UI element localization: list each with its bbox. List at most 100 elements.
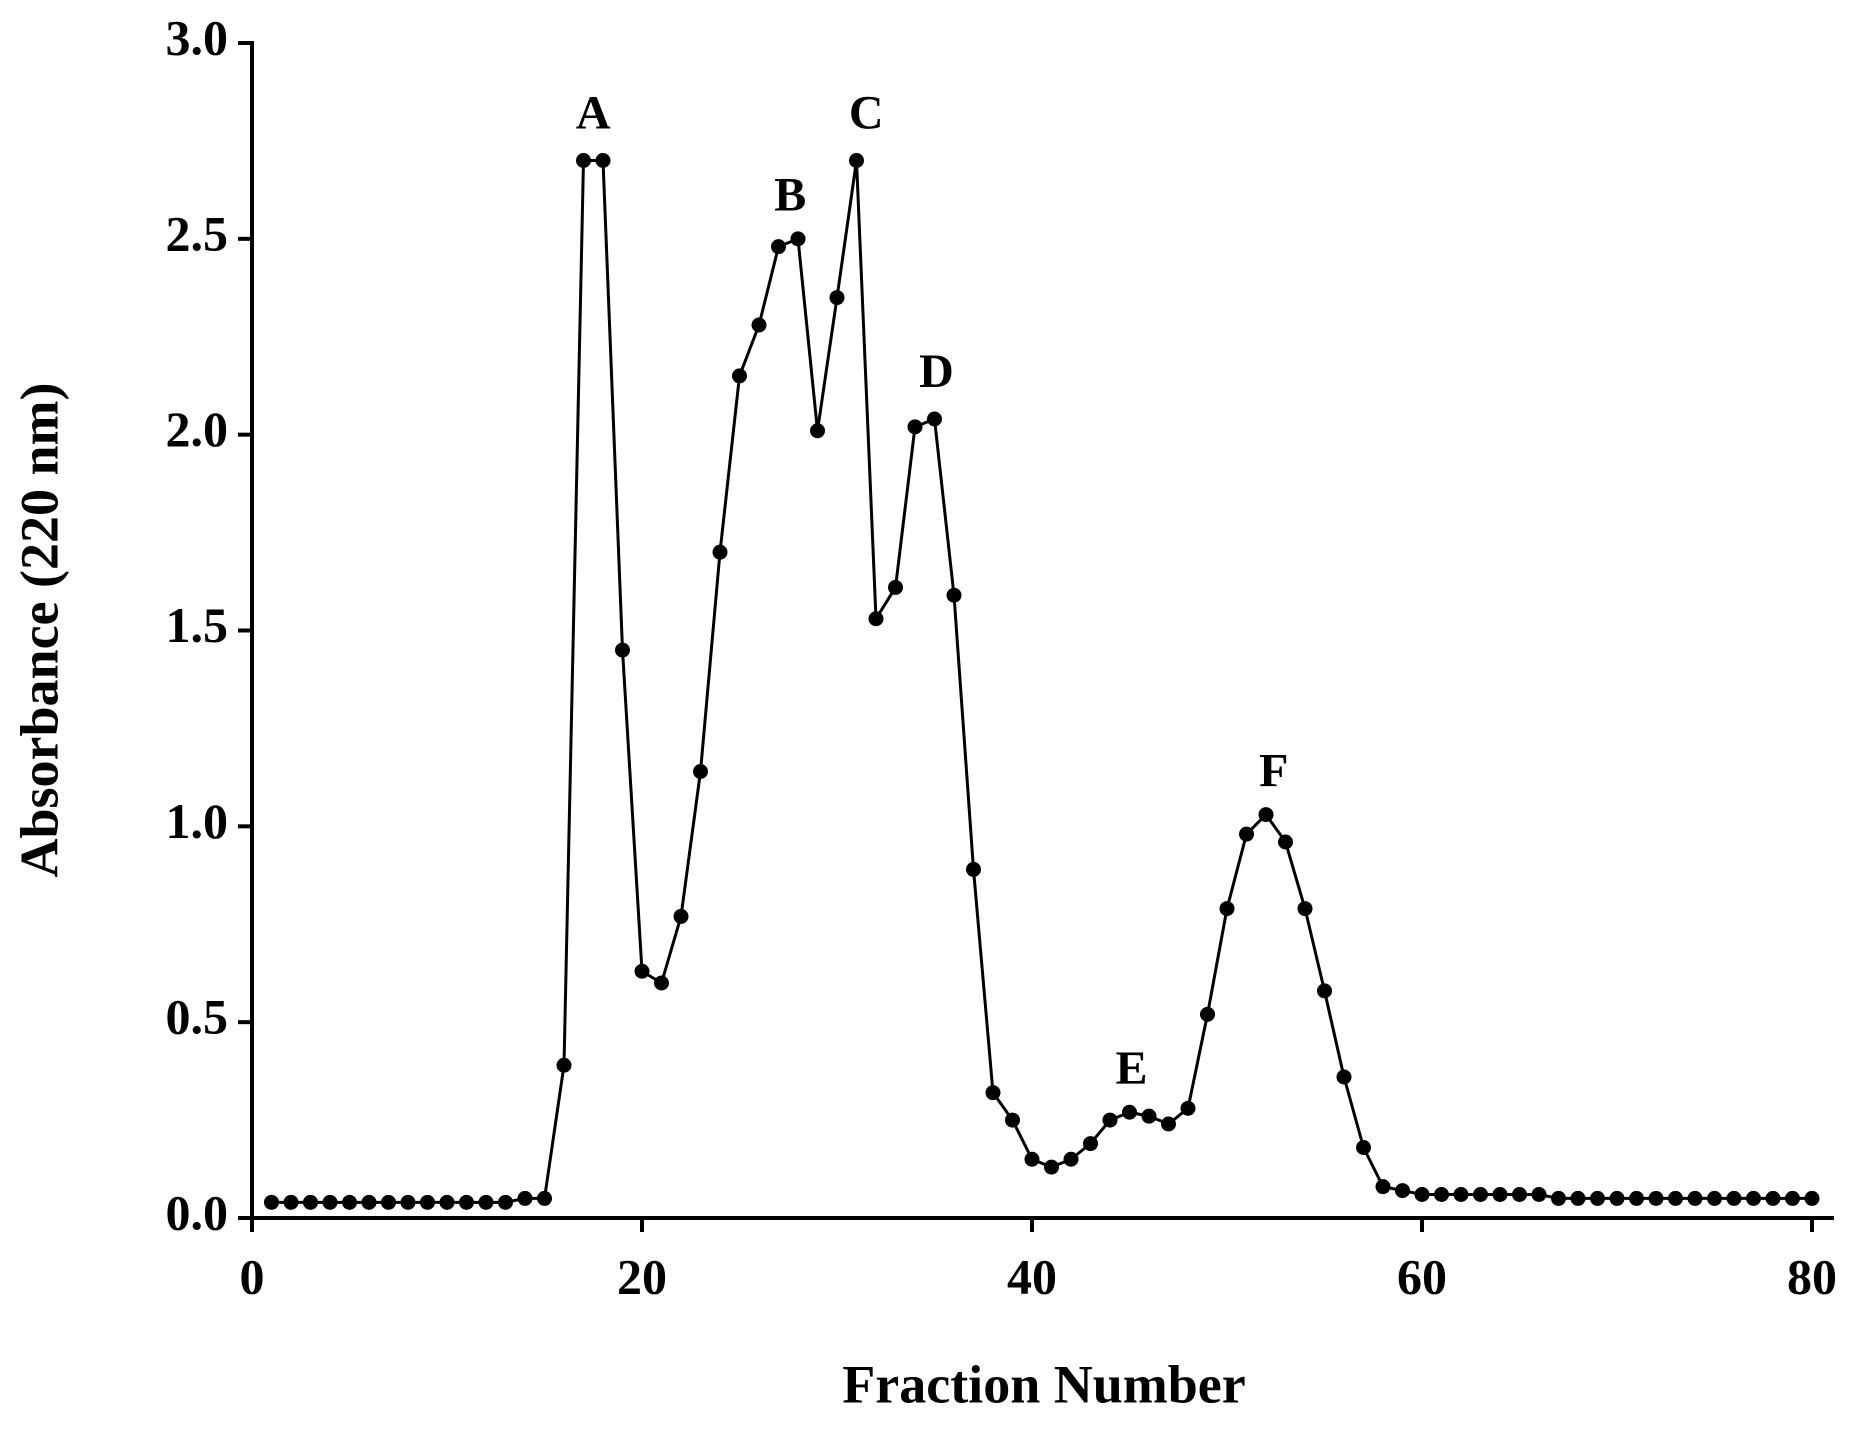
- data-point: [966, 861, 981, 877]
- data-point: [1122, 1104, 1137, 1120]
- data-point: [361, 1194, 377, 1210]
- y-tick-label: 3.0: [166, 9, 229, 65]
- data-point: [1161, 1116, 1176, 1132]
- data-point: [985, 1085, 1001, 1101]
- data-point: [829, 290, 845, 306]
- data-point: [264, 1194, 279, 1210]
- data-point: [1044, 1159, 1059, 1175]
- data-point: [322, 1194, 338, 1210]
- data-point: [673, 908, 689, 924]
- data-point: [1180, 1100, 1196, 1116]
- peak-annotation: D: [919, 345, 954, 398]
- data-point: [1512, 1187, 1527, 1202]
- data-point: [1375, 1179, 1391, 1195]
- peak-annotation: B: [774, 169, 806, 222]
- data-point: [1336, 1069, 1352, 1085]
- peak-annotation: A: [576, 86, 611, 139]
- data-point: [1726, 1190, 1742, 1206]
- y-tick-label: 1.5: [166, 597, 229, 653]
- peak-annotation: E: [1115, 1042, 1147, 1095]
- data-point: [849, 153, 864, 168]
- data-point: [478, 1194, 494, 1210]
- x-tick-label: 20: [617, 1248, 667, 1304]
- data-point: [537, 1190, 552, 1206]
- data-point: [1785, 1190, 1800, 1206]
- data-point: [1804, 1190, 1820, 1206]
- y-tick-label: 1.0: [166, 793, 229, 849]
- data-point: [1102, 1112, 1118, 1128]
- data-point: [1668, 1190, 1683, 1206]
- data-point: [1024, 1151, 1040, 1167]
- y-axis-title: Absorbance (220 nm): [9, 383, 69, 878]
- x-axis-title: Fraction Number: [842, 1354, 1245, 1414]
- data-point: [1005, 1112, 1020, 1128]
- data-point: [1141, 1108, 1157, 1124]
- data-point: [1083, 1136, 1098, 1152]
- data-point: [400, 1194, 416, 1210]
- data-point: [654, 975, 669, 991]
- peak-annotation: F: [1259, 744, 1288, 797]
- data-point: [810, 423, 825, 439]
- data-point: [1278, 834, 1293, 850]
- data-point: [946, 587, 962, 603]
- data-point: [927, 411, 942, 427]
- data-point: [1765, 1190, 1781, 1206]
- data-point: [1434, 1187, 1449, 1202]
- data-point: [1707, 1190, 1722, 1206]
- data-point: [1492, 1187, 1508, 1202]
- data-point: [1687, 1190, 1703, 1206]
- data-point: [595, 153, 611, 168]
- y-tick-label: 2.0: [166, 401, 229, 457]
- data-point: [907, 419, 923, 435]
- data-point: [1063, 1151, 1079, 1167]
- data-point: [498, 1194, 513, 1210]
- data-point: [751, 317, 767, 333]
- data-point: [868, 611, 884, 627]
- data-point: [439, 1194, 455, 1210]
- data-point: [576, 153, 591, 168]
- data-point: [283, 1194, 299, 1210]
- data-point: [1297, 901, 1313, 917]
- data-point: [634, 963, 650, 979]
- data-point: [303, 1194, 318, 1210]
- data-point: [1590, 1190, 1605, 1206]
- data-point: [790, 231, 806, 247]
- data-point: [771, 239, 786, 255]
- data-point: [556, 1057, 572, 1073]
- data-point: [1609, 1190, 1625, 1206]
- data-point: [1200, 1006, 1215, 1022]
- x-tick-label: 0: [240, 1248, 265, 1304]
- data-point: [1453, 1187, 1469, 1202]
- data-point: [420, 1194, 435, 1210]
- data-point: [888, 579, 903, 595]
- data-point: [1258, 807, 1274, 823]
- data-point: [732, 368, 747, 384]
- data-point: [342, 1194, 357, 1210]
- data-point: [1473, 1187, 1488, 1202]
- data-point: [381, 1194, 396, 1210]
- y-tick-label: 2.5: [166, 205, 229, 261]
- data-point: [1531, 1187, 1547, 1202]
- data-point: [1648, 1190, 1664, 1206]
- y-tick-label: 0.5: [166, 989, 229, 1045]
- data-point: [1356, 1140, 1371, 1155]
- data-point: [1414, 1187, 1430, 1202]
- peak-annotation: C: [849, 86, 884, 139]
- data-point: [1395, 1183, 1410, 1199]
- data-point: [459, 1194, 474, 1210]
- data-point: [615, 642, 630, 658]
- x-tick-label: 60: [1397, 1248, 1447, 1304]
- data-point: [1570, 1190, 1586, 1206]
- x-tick-label: 80: [1787, 1248, 1837, 1304]
- data-point: [712, 544, 728, 560]
- data-point: [693, 764, 708, 779]
- data-point: [1551, 1190, 1566, 1206]
- x-tick-label: 40: [1007, 1248, 1057, 1304]
- data-point: [1317, 983, 1332, 999]
- data-point: [517, 1190, 533, 1206]
- data-point: [1746, 1190, 1761, 1206]
- data-point: [1219, 901, 1235, 917]
- data-point: [1629, 1190, 1644, 1206]
- data-line: [271, 159, 1812, 1204]
